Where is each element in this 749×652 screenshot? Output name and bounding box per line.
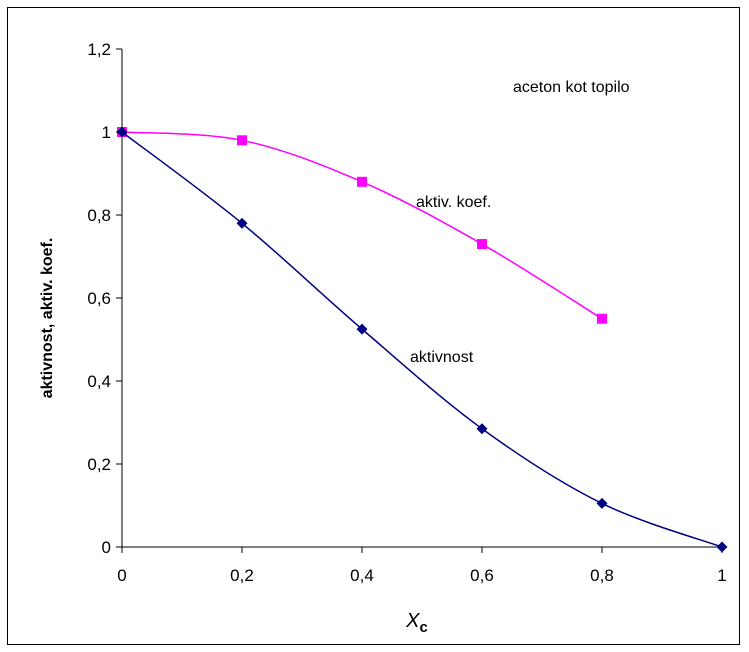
x-tick-label: 0,2	[230, 566, 254, 585]
chart-area	[7, 7, 740, 645]
coef-series-label: aktiv. koef.	[416, 194, 491, 211]
data-point-aktivnost	[596, 497, 608, 509]
y-tick-label: 0	[102, 538, 111, 557]
data-point-aktivnost	[476, 423, 488, 435]
y-ticks: 0 0,2 0,4 0,6 0,8 1 1,2	[87, 40, 122, 557]
data-point-aktivnost	[116, 126, 128, 138]
series-line-aktivnost	[121, 131, 723, 548]
data-point-aktivnost	[236, 217, 248, 229]
y-tick-label: 1	[102, 123, 111, 142]
data-point-aktivnost	[356, 323, 368, 335]
axes	[121, 49, 722, 548]
x-ticks: 0 0,2 0,4 0,6 0,8 1	[117, 547, 727, 585]
solvent-annotation: aceton kot topilo	[513, 79, 630, 96]
y-tick-label: 0,2	[87, 455, 111, 474]
activity-series-label: aktivnost	[410, 349, 474, 366]
data-point-aktiv-koef	[237, 135, 247, 146]
y-tick-label: 0,6	[87, 289, 111, 308]
x-axis-title-subscript: c	[420, 619, 428, 636]
y-tick-label: 0,8	[87, 206, 111, 225]
series-layer	[116, 126, 728, 553]
x-tick-label: 0	[117, 566, 126, 585]
data-point-aktivnost	[716, 541, 728, 553]
x-tick-label: 0,8	[590, 566, 614, 585]
data-point-aktiv-koef	[477, 239, 487, 250]
data-point-aktiv-koef	[357, 176, 367, 187]
x-tick-label: 1	[717, 566, 726, 585]
y-tick-label: 1,2	[87, 40, 111, 59]
x-axis-title-main: X	[405, 610, 420, 632]
data-point-aktiv-koef	[597, 313, 607, 324]
y-axis-title: aktivnost, aktiv. koef.	[39, 238, 56, 399]
x-axis-title: Xc	[405, 610, 428, 636]
x-tick-label: 0,4	[350, 566, 374, 585]
x-tick-label: 0,6	[470, 566, 494, 585]
series-line-aktiv-koef	[121, 131, 603, 320]
y-tick-label: 0,4	[87, 372, 111, 391]
